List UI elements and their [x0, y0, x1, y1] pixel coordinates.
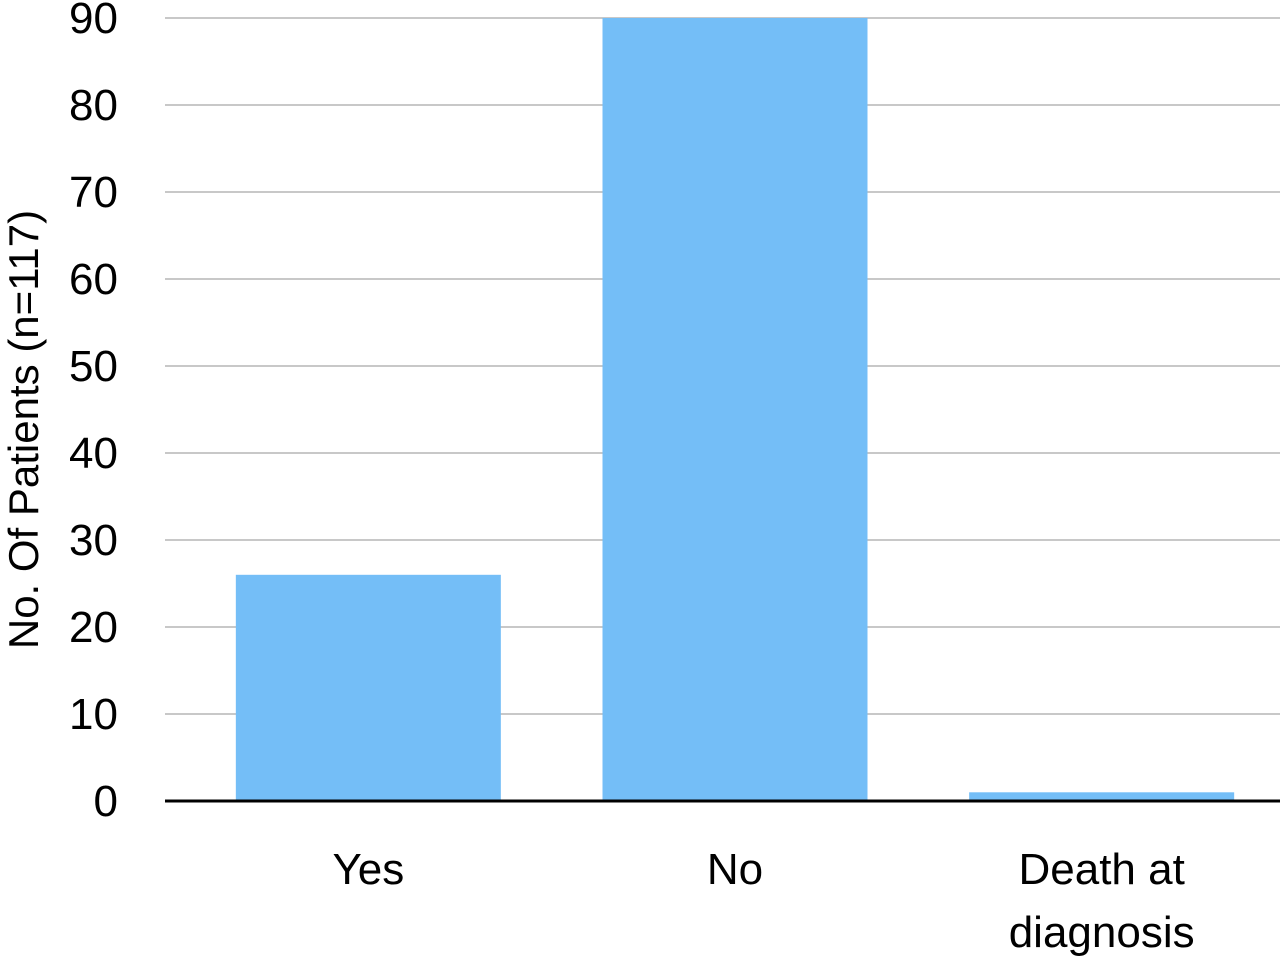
- bars: [235, 18, 1235, 801]
- x-category-label: Yes: [332, 845, 404, 894]
- y-tick-label: 20: [69, 603, 118, 652]
- y-tick-labels: 0 10 20 30 40 50 60 70 80 90: [69, 0, 118, 826]
- y-tick-label: 0: [94, 777, 118, 826]
- bar: [969, 792, 1235, 801]
- y-tick-label: 50: [69, 342, 118, 391]
- y-axis-title: No. Of Patients (n=117): [0, 210, 47, 649]
- bar: [235, 574, 501, 801]
- y-tick-label: 70: [69, 168, 118, 217]
- bar: [602, 18, 868, 801]
- y-tick-label: 10: [69, 690, 118, 739]
- y-tick-label: 40: [69, 429, 118, 478]
- y-tick-label: 90: [69, 0, 118, 43]
- x-category-label: No: [707, 845, 763, 894]
- x-category-label: Death at diagnosis: [1009, 845, 1195, 957]
- x-category-labels: Yes No Death at diagnosis: [332, 845, 1194, 957]
- y-tick-label: 60: [69, 255, 118, 304]
- y-tick-label: 80: [69, 81, 118, 130]
- y-tick-label: 30: [69, 516, 118, 565]
